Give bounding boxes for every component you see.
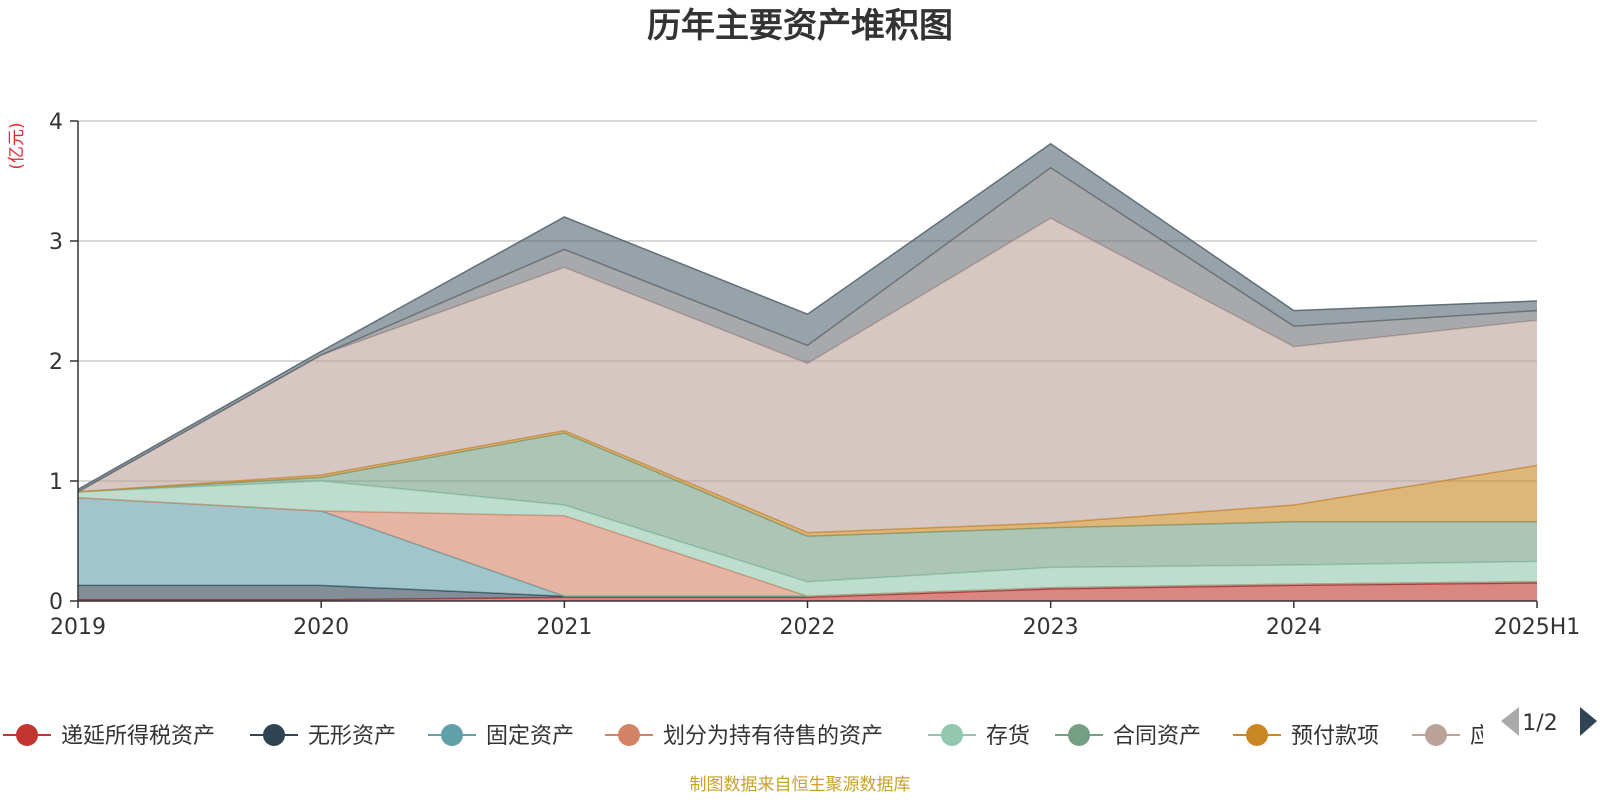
legend-marker <box>618 724 640 746</box>
stacked-areas <box>77 142 1538 601</box>
area-series-7 <box>78 218 1537 533</box>
x-tick-label: 2020 <box>293 615 349 640</box>
legend-prev-page-button[interactable] <box>1501 707 1519 736</box>
legend-item[interactable]: 存货 <box>928 724 1030 749</box>
area-series-2 <box>78 497 1537 597</box>
legend-label: 无形资产 <box>308 724 396 749</box>
series-line-9 <box>77 142 1538 491</box>
y-tick-label: 4 <box>49 110 63 135</box>
legend-marker <box>16 724 38 746</box>
legend-label: 存货 <box>986 724 1030 749</box>
legend-item[interactable]: 递延所得税资产 <box>3 724 215 749</box>
legend-item[interactable]: 应 <box>1412 724 1492 749</box>
chart-title: 历年主要资产堆积图 <box>647 6 953 46</box>
legend-page-indicator: 1/2 <box>1522 711 1557 736</box>
y-tick-label: 3 <box>49 230 63 255</box>
area-series-3 <box>78 497 1537 597</box>
legend-item[interactable]: 预付款项 <box>1233 724 1379 749</box>
legend-marker <box>941 724 963 746</box>
y-tick-label: 0 <box>49 590 63 615</box>
data-source-note: 制图数据来自恒生聚源数据库 <box>690 775 911 795</box>
x-tick-labels: 2019 2020 2021 2022 2023 2024 2025H1 <box>50 601 1580 640</box>
legend-label: 划分为持有待售的资产 <box>663 724 883 749</box>
legend-item[interactable]: 划分为持有待售的资产 <box>605 724 883 749</box>
x-tick-label: 2024 <box>1266 615 1322 640</box>
y-tick-label: 1 <box>49 470 63 495</box>
x-tick-label: 2025H1 <box>1494 615 1581 640</box>
y-axis-unit: (亿元) <box>7 122 27 169</box>
area-series-4 <box>78 481 1537 597</box>
legend-item[interactable]: 合同资产 <box>1055 724 1201 749</box>
legend-marker <box>263 724 285 746</box>
legend-label: 固定资产 <box>486 724 574 749</box>
legend-items: 递延所得税资产 无形资产 固定资产 划分为持有待售的资产 存货 合同资产 预付款项 应 <box>3 724 1492 749</box>
legend-label: 预付款项 <box>1291 724 1379 749</box>
area-series-8 <box>78 167 1537 492</box>
legend-marker <box>1425 724 1447 746</box>
area-series-5 <box>78 433 1537 582</box>
legend-marker <box>1068 724 1090 746</box>
area-series-9 <box>78 143 1537 492</box>
legend-pager: 1/2 <box>1501 707 1597 736</box>
legend-label: 递延所得税资产 <box>61 724 215 749</box>
x-tick-label: 2019 <box>50 615 106 640</box>
x-tick-label: 2021 <box>536 615 592 640</box>
legend-item[interactable]: 固定资产 <box>428 724 574 749</box>
legend-next-page-button[interactable] <box>1580 707 1597 736</box>
legend-marker <box>1246 724 1268 746</box>
legend-label: 应 <box>1470 724 1492 749</box>
legend-label: 合同资产 <box>1113 724 1201 749</box>
legend-item[interactable]: 无形资产 <box>250 724 396 749</box>
x-tick-label: 2023 <box>1023 615 1079 640</box>
y-tick-labels: 0 1 2 3 4 <box>49 110 78 615</box>
x-tick-label: 2022 <box>780 615 836 640</box>
legend: 递延所得税资产 无形资产 固定资产 划分为持有待售的资产 存货 合同资产 预付款项 应 <box>3 724 1492 749</box>
y-tick-label: 2 <box>49 350 63 375</box>
legend-marker <box>441 724 463 746</box>
